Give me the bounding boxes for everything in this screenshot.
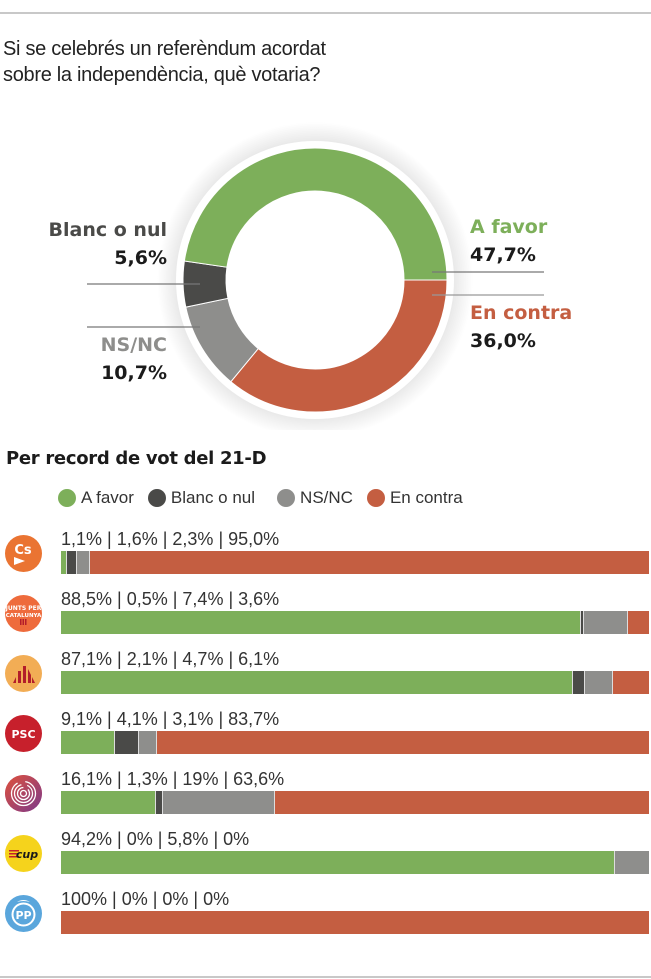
bar-row: PSC 9,1% | 4,1% | 3,1% | 83,7% (0, 709, 651, 769)
label-a-favor-name: A favor (470, 216, 548, 238)
legend-item-a-favor: A favor (58, 488, 134, 508)
legend-dot-a-favor (58, 489, 76, 507)
bar-segment-en-contra (90, 551, 649, 574)
stacked-bar (61, 671, 649, 694)
stacked-bar (61, 551, 649, 574)
label-a-favor: A favor 47,7% (470, 216, 547, 266)
legend-label-en-contra: En contra (389, 488, 463, 507)
comuns-logo-icon (5, 775, 42, 812)
label-nsnc-value: 10,7% (101, 362, 167, 384)
chart-title: Si se celebrés un referèndum acordat sob… (3, 36, 326, 88)
bar-segment-a-favor (61, 671, 574, 694)
bar-segment-en-contra (275, 791, 649, 814)
stacked-bar (61, 731, 649, 754)
label-nsnc: NS/NC 10,7% (20, 334, 167, 384)
bar-legend: A favor Blanc o nul NS/NC En contra (58, 488, 477, 508)
psc-logo-icon: PSC (5, 715, 42, 752)
bar-row: cup 94,2% | 0% | 5,8% | 0% (0, 829, 651, 889)
bar-segment-blanc-o-nul (155, 791, 164, 814)
legend-label-a-favor: A favor (81, 488, 134, 507)
bar-segment-ns-nc (614, 851, 649, 874)
bar-segment-a-favor (61, 731, 115, 754)
bar-segment-blanc-o-nul (67, 551, 77, 574)
legend-item-nsnc: NS/NC (277, 488, 353, 508)
cs-logo-icon: Cs (5, 535, 42, 572)
bar-row-values: 94,2% | 0% | 5,8% | 0% (61, 829, 250, 849)
erc-logo-icon (5, 655, 42, 692)
legend-label-nsnc: NS/NC (300, 488, 353, 507)
label-a-favor-value: 47,7% (470, 244, 536, 266)
svg-text:cup: cup (16, 848, 38, 861)
bar-segment-en-contra (627, 611, 649, 634)
cup-logo-icon: cup (5, 835, 42, 872)
stacked-bar (61, 911, 649, 934)
pp-logo-icon: PP (5, 895, 42, 932)
title-line-1: Si se celebrés un referèndum acordat (3, 38, 326, 60)
bar-row: Cs 1,1% | 1,6% | 2,3% | 95,0% (0, 529, 651, 589)
bottom-rule (0, 976, 651, 978)
svg-text:JUNTS PER: JUNTS PER (5, 605, 42, 612)
svg-text:Cs: Cs (14, 543, 32, 558)
label-en-contra: En contra 36,0% (470, 302, 572, 352)
donut-chart (87, 122, 544, 430)
legend-item-blanc: Blanc o nul (147, 488, 256, 508)
legend-dot-nsnc (277, 489, 296, 507)
bar-row-values: 88,5% | 0,5% | 7,4% | 3,6% (61, 589, 280, 609)
bar-segment-ns-nc (138, 731, 157, 754)
junts-per-catalunya-logo-icon: JUNTS PER CATALUNYA (5, 595, 42, 632)
label-en-contra-value: 36,0% (470, 330, 536, 352)
bar-segment-blanc-o-nul (573, 671, 586, 694)
bar-segment-a-favor (61, 611, 582, 634)
bar-row-values: 1,1% | 1,6% | 2,3% | 95,0% (61, 529, 280, 549)
donut-hole (226, 191, 404, 369)
title-line-2: sobre la independència, què votaria? (3, 64, 321, 86)
svg-text:PSC: PSC (11, 728, 35, 741)
svg-text:CATALUNYA: CATALUNYA (6, 613, 42, 619)
stacked-bar (61, 791, 649, 814)
label-nsnc-name: NS/NC (100, 334, 167, 356)
bar-segment-a-favor (61, 551, 68, 574)
stacked-bar (61, 851, 649, 874)
bar-row: 87,1% | 2,1% | 4,7% | 6,1% (0, 649, 651, 709)
bar-row: PP 100% | 0% | 0% | 0% (0, 889, 651, 949)
label-blanc-name: Blanc o nul (48, 219, 167, 241)
bar-segment-en-contra (156, 731, 649, 754)
legend-label-blanc: Blanc o nul (170, 488, 256, 507)
bar-segment-en-contra (613, 671, 649, 694)
legend-item-en-contra: En contra (366, 488, 463, 508)
stacked-bar (61, 611, 649, 634)
bar-row-values: 87,1% | 2,1% | 4,7% | 6,1% (61, 649, 280, 669)
top-rule (0, 12, 651, 14)
svg-text:PP: PP (15, 909, 31, 922)
bar-segment-a-favor (61, 851, 615, 874)
bar-segment-blanc-o-nul (114, 731, 139, 754)
bar-row-values: 16,1% | 1,3% | 19% | 63,6% (61, 769, 285, 789)
bar-segment-blanc-o-nul (581, 611, 585, 634)
bar-row: 16,1% | 1,3% | 19% | 63,6% (0, 769, 651, 829)
label-blanc: Blanc o nul 5,6% (20, 219, 167, 269)
section-subtitle: Per record de vot del 21-D (6, 448, 267, 469)
bar-segment-ns-nc (76, 551, 91, 574)
bar-row-values: 9,1% | 4,1% | 3,1% | 83,7% (61, 709, 280, 729)
bar-row: JUNTS PER CATALUNYA 88,5% | 0,5% | 7,4% | … (0, 589, 651, 649)
label-blanc-value: 5,6% (114, 247, 167, 269)
bar-segment-ns-nc (585, 671, 614, 694)
bar-segment-ns-nc (584, 611, 628, 634)
bar-row-values: 100% | 0% | 0% | 0% (61, 889, 230, 909)
legend-dot-blanc (147, 489, 166, 507)
bar-segment-ns-nc (163, 791, 276, 814)
legend-dot-en-contra (366, 489, 385, 507)
bar-segment-a-favor (61, 791, 156, 814)
bar-segment-en-contra (61, 911, 649, 934)
label-en-contra-name: En contra (470, 302, 573, 324)
